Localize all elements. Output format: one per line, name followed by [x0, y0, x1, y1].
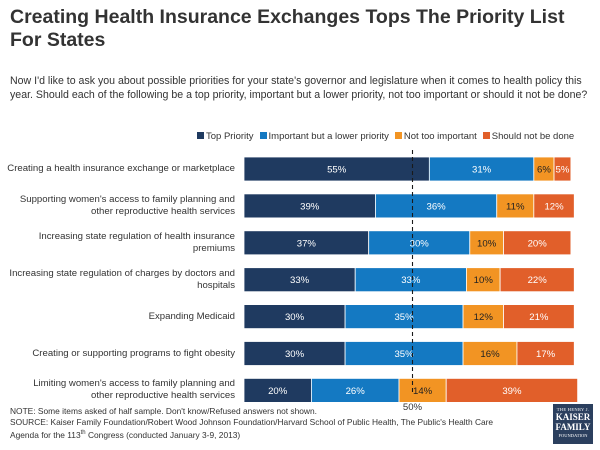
- bar-segment: [516, 341, 575, 366]
- bar-segment: [243, 193, 376, 219]
- data-label: 16%: [480, 349, 500, 360]
- bar-segment: [344, 341, 464, 366]
- data-label: 33%: [401, 275, 421, 286]
- data-label: 14%: [413, 386, 433, 397]
- bar-segment: [466, 267, 501, 293]
- bar-segment: [503, 230, 572, 256]
- legend-item-2: Not too important: [394, 131, 477, 142]
- note-line: NOTE: Some items asked of half sample. D…: [10, 406, 317, 416]
- data-label: 39%: [300, 201, 320, 212]
- legend-label: Top Priority: [206, 131, 254, 142]
- bar-segment: [344, 304, 464, 330]
- chart-title: Creating Health Insurance Exchanges Tops…: [10, 6, 565, 51]
- chart-subtitle: Now I'd like to ask you about possible p…: [10, 75, 588, 101]
- bar-segment: [243, 230, 370, 256]
- data-label: 10%: [477, 238, 497, 249]
- data-label: 33%: [290, 275, 310, 286]
- data-label: 22%: [528, 275, 548, 286]
- legend-item-3: Should not be done: [482, 131, 575, 142]
- data-label: 30%: [285, 312, 305, 323]
- data-label: 12%: [544, 201, 564, 212]
- reference-line-label: 50%: [403, 402, 423, 413]
- bar-segment: [243, 377, 312, 403]
- category-label: Creating or supporting programs to fight…: [32, 347, 235, 359]
- bar-segment: [375, 193, 498, 219]
- bar-segment: [354, 267, 467, 293]
- data-label: 12%: [474, 312, 494, 323]
- data-label: 39%: [502, 386, 522, 397]
- legend-label: Important but a lower priority: [268, 131, 389, 142]
- data-label: 37%: [297, 238, 317, 249]
- category-label: Limiting women's access to family planni…: [33, 378, 235, 402]
- source-line: SOURCE: Kaiser Family Foundation/Robert …: [10, 417, 494, 427]
- legend-item-0: Top Priority: [197, 131, 254, 142]
- bar-segment: [462, 304, 504, 330]
- bar-segment: [553, 156, 572, 182]
- bar-segment: [243, 267, 356, 293]
- bar-segment: [445, 377, 579, 403]
- footnote: NOTE: Some items asked of half sample. D…: [10, 406, 530, 441]
- bar-segment: [368, 230, 471, 256]
- category-label: Expanding Medicaid: [148, 310, 235, 322]
- data-label: 17%: [536, 349, 556, 360]
- data-label: 36%: [426, 201, 446, 212]
- legend-swatch: [482, 132, 490, 139]
- data-label: 10%: [474, 275, 494, 286]
- legend-label: Should not be done: [491, 131, 575, 142]
- bar-segment: [533, 193, 575, 219]
- bar-segment: [499, 267, 575, 293]
- category-label: Increasing state regulation of health in…: [38, 230, 235, 254]
- category-label: Creating a health insurance exchange or …: [7, 163, 235, 174]
- bar-segment: [503, 304, 575, 330]
- category-label: Increasing state regulation of charges b…: [9, 267, 235, 291]
- kff-logo: THE HENRY J. KAISER FAMILY FOUNDATION: [553, 404, 593, 444]
- data-label: 21%: [529, 312, 549, 323]
- source-line-2: Agenda for the 113th Congress (conducted…: [10, 429, 241, 440]
- category-label: Supporting women's access to family plan…: [19, 193, 235, 217]
- legend-swatch: [394, 132, 402, 139]
- legend-item-1: Important but a lower priority: [259, 131, 389, 142]
- data-label: 26%: [346, 386, 366, 397]
- data-label: 55%: [327, 165, 347, 176]
- data-label: 20%: [268, 386, 288, 397]
- bar-segment: [496, 193, 535, 219]
- legend: Top Priority Important but a lower priori…: [197, 131, 597, 142]
- data-label: 5%: [556, 165, 570, 176]
- data-label: 35%: [394, 312, 414, 323]
- data-label: 6%: [537, 165, 551, 176]
- legend-label: Not too important: [403, 131, 477, 142]
- bar-segment: [428, 156, 535, 182]
- data-label: 30%: [285, 349, 305, 360]
- legend-swatch: [259, 132, 267, 139]
- data-label: 30%: [410, 238, 430, 249]
- bar-segment: [243, 341, 346, 366]
- legend-swatch: [197, 132, 204, 139]
- data-label: 11%: [506, 201, 525, 212]
- data-label: 35%: [394, 349, 414, 360]
- data-label: 31%: [472, 165, 492, 176]
- data-label: 20%: [528, 238, 548, 249]
